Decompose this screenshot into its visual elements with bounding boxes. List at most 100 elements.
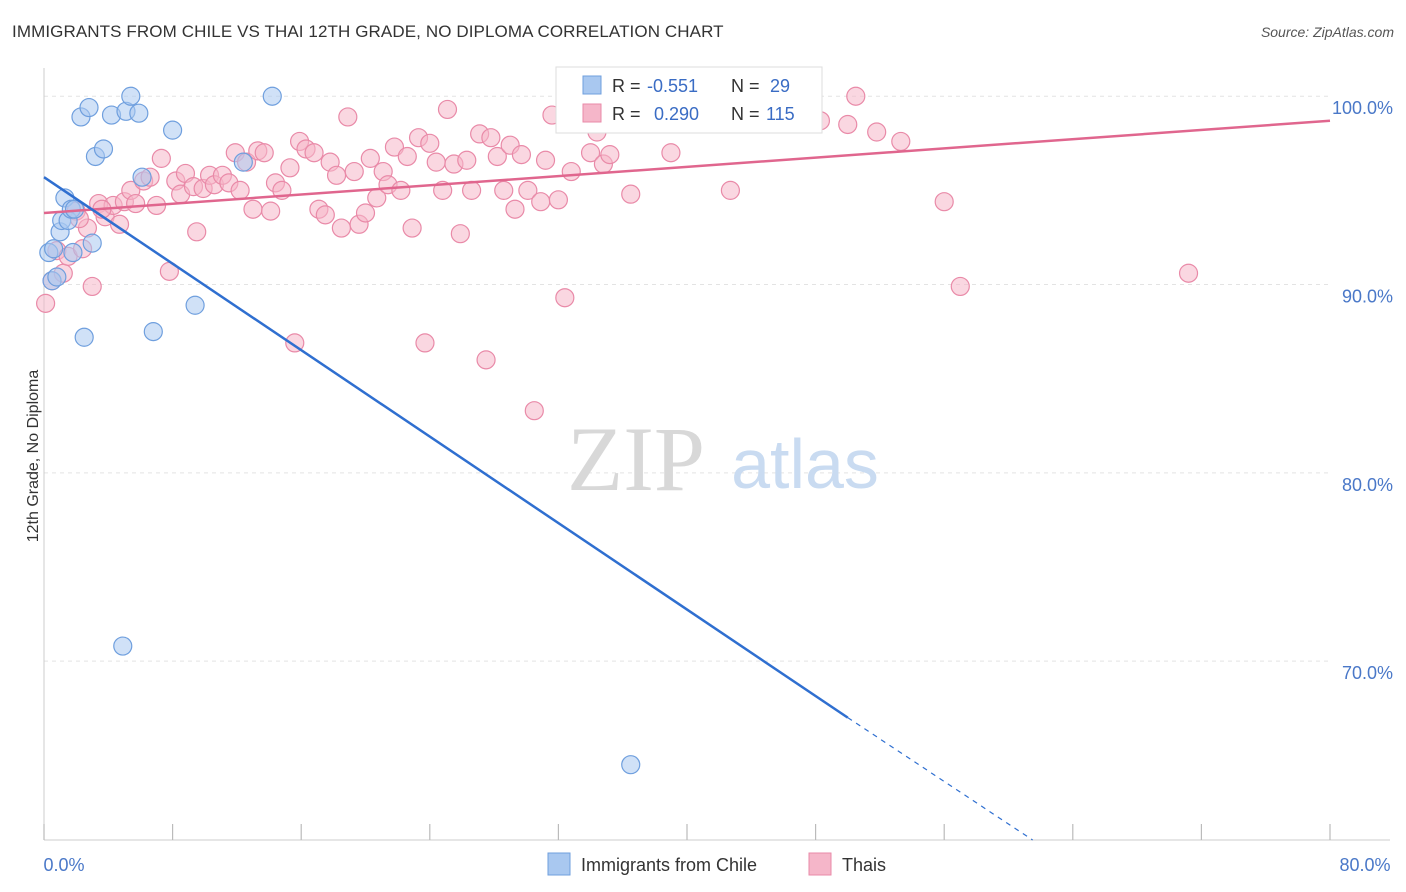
- thais-point: [230, 180, 250, 200]
- chile-point: [93, 139, 114, 159]
- trend-lines: [43, 119, 1331, 841]
- thais-point: [891, 131, 911, 152]
- thais-point: [580, 143, 601, 163]
- thais-point: [187, 222, 207, 242]
- legend-swatch-thais: [808, 852, 832, 876]
- thais-point: [476, 350, 496, 370]
- thais-point: [82, 276, 102, 297]
- thais-point: [36, 293, 56, 313]
- thais-point: [457, 150, 477, 170]
- stats-r-label-chile: R =: [612, 76, 641, 96]
- thais-point: [420, 133, 440, 153]
- thais-point: [600, 145, 620, 165]
- chile-point: [233, 152, 253, 172]
- thais-point: [934, 192, 954, 212]
- thais-point: [304, 143, 324, 163]
- legend-label-chile: Immigrants from Chile: [581, 855, 757, 875]
- thais-point: [950, 276, 970, 297]
- thais-point: [531, 192, 551, 212]
- thais-trend-line: [43, 119, 1331, 215]
- chile-point: [129, 103, 149, 123]
- chile-point: [47, 267, 67, 287]
- thais-point: [315, 205, 335, 225]
- thais-point: [151, 148, 171, 168]
- watermark-zip: ZIP: [567, 408, 705, 510]
- y-tick-label: 90.0%: [1342, 287, 1393, 307]
- thais-point: [487, 146, 507, 167]
- chile-trend-extension: [847, 717, 1033, 841]
- y-tick-label: 70.0%: [1342, 663, 1393, 683]
- thais-point: [344, 161, 364, 182]
- chile-point: [63, 242, 83, 263]
- chile-point: [44, 239, 64, 259]
- thais-point: [524, 401, 544, 421]
- chile-point: [113, 636, 133, 656]
- stats-n-label-thais: N =: [731, 104, 760, 124]
- thais-point: [338, 107, 358, 127]
- legend-swatch-chile: [547, 852, 571, 876]
- thais-point: [518, 180, 538, 200]
- thais-point: [450, 224, 470, 244]
- y-axis-label: 12th Grade, No Diploma: [25, 370, 42, 543]
- stats-swatch-thais: [582, 103, 602, 123]
- y-tick-label: 80.0%: [1342, 475, 1393, 495]
- thais-point: [360, 148, 380, 168]
- stats-swatch-chile: [582, 75, 602, 95]
- chile-point: [79, 97, 99, 118]
- thais-point: [867, 122, 887, 142]
- chile-point: [163, 120, 183, 140]
- thais-point: [261, 201, 281, 221]
- thais-point: [561, 161, 581, 182]
- y-tick-label: 100.0%: [1332, 98, 1393, 118]
- chile-point: [262, 86, 282, 106]
- chile-trend-line: [43, 176, 849, 719]
- thais-point: [402, 218, 422, 238]
- chile-point: [143, 322, 163, 342]
- stats-r-value-chile: -0.551: [647, 76, 698, 96]
- thais-points: [36, 86, 1199, 421]
- chile-point: [82, 233, 102, 253]
- thais-point: [415, 333, 435, 353]
- thais-point: [384, 137, 405, 157]
- x-tick-label-max: 80.0%: [1339, 855, 1390, 875]
- thais-point: [481, 128, 501, 148]
- legend-label-thais: Thais: [842, 855, 886, 875]
- chile-points: [39, 86, 641, 775]
- stats-r-label-thais: R =: [612, 104, 641, 124]
- thais-point: [1178, 263, 1199, 283]
- thais-point: [126, 193, 146, 214]
- thais-point: [511, 145, 532, 165]
- thais-point: [397, 146, 417, 167]
- thais-point: [535, 150, 556, 170]
- chile-point: [132, 167, 152, 187]
- thais-point: [243, 199, 263, 219]
- x-tick-label-min: 0.0%: [43, 855, 84, 875]
- chile-point: [121, 86, 141, 106]
- thais-point: [437, 99, 458, 120]
- y-tick-labels: 70.0% 80.0% 90.0% 100.0%: [1332, 98, 1393, 683]
- chile-point: [621, 755, 641, 775]
- watermark-atlas: atlas: [731, 425, 879, 503]
- watermark: ZIP atlas: [567, 408, 879, 510]
- legend: Immigrants from Chile Thais: [547, 852, 886, 876]
- thais-point: [254, 143, 274, 163]
- stats-r-value-thais: 0.290: [654, 104, 699, 124]
- thais-point: [838, 114, 858, 135]
- thais-point: [391, 180, 411, 200]
- thais-point: [461, 180, 482, 200]
- thais-point: [621, 184, 641, 204]
- thais-point: [280, 158, 300, 178]
- chile-point: [74, 327, 94, 347]
- stats-n-value-thais: 115: [766, 104, 795, 124]
- x-tick-marks: [43, 824, 1331, 840]
- thais-point: [326, 165, 347, 185]
- thais-point: [109, 214, 130, 234]
- thais-point: [494, 180, 514, 200]
- thais-point: [355, 203, 376, 223]
- thais-point: [555, 288, 575, 308]
- chile-point: [185, 295, 205, 315]
- thais-point: [846, 86, 866, 106]
- stats-box: R = -0.551 N = 29 R = 0.290 N = 115: [555, 66, 823, 134]
- thais-point: [426, 152, 446, 172]
